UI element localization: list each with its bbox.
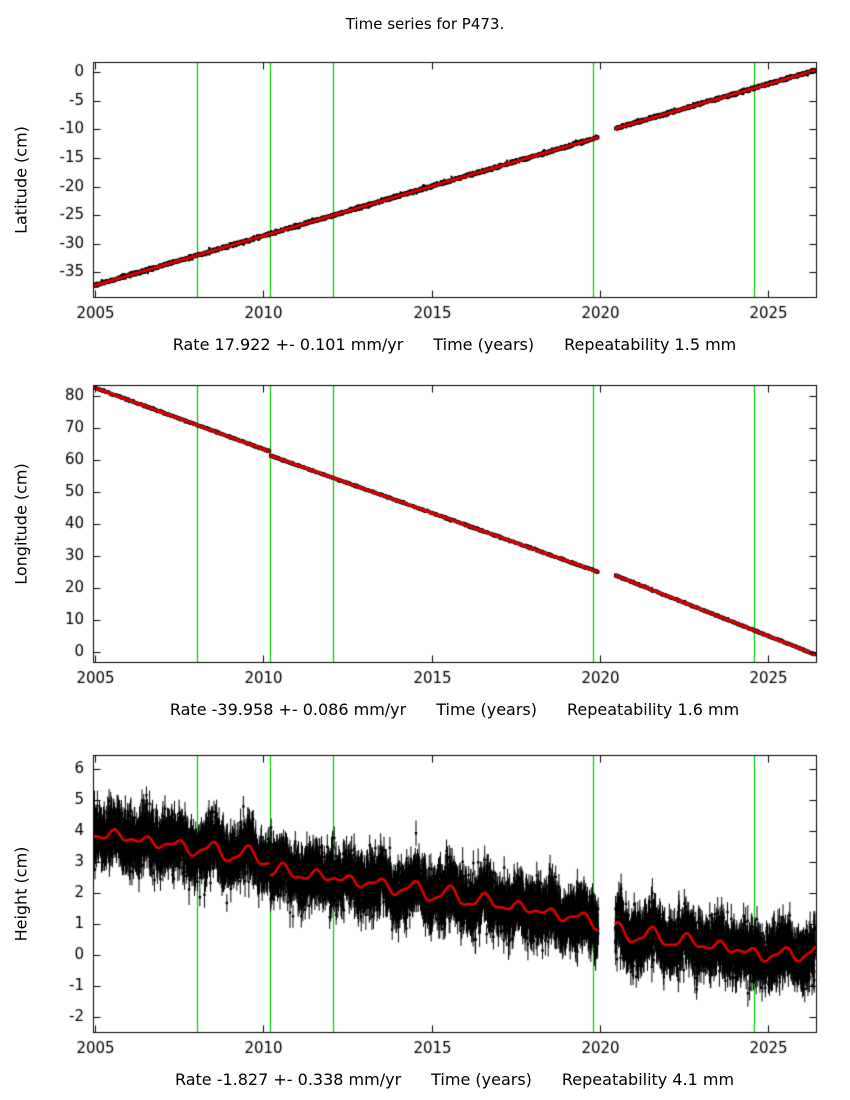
x-axis-label-height: Time (years) [431, 1070, 532, 1089]
y-axis-label-height: Height (cm) [11, 846, 31, 942]
repeatability-label-height: Repeatability 4.1 mm [561, 1070, 735, 1089]
x-axis-label-latitude: Time (years) [433, 335, 535, 354]
repeatability-label-longitude: Repeatability 1.6 mm [567, 700, 740, 719]
x-axis-label-longitude: Time (years) [436, 700, 537, 719]
caption-longitude: Rate -39.958 +- 0.086 mm/yr Time (years)… [93, 700, 816, 719]
rate-label-height: Rate -1.827 +- 0.338 mm/yr [174, 1070, 402, 1089]
rate-label-latitude: Rate 17.922 +- 0.101 mm/yr [172, 335, 404, 354]
repeatability-label-latitude: Repeatability 1.5 mm [564, 335, 737, 354]
caption-height: Rate -1.827 +- 0.338 mm/yr Time (years) … [93, 1070, 816, 1089]
caption-latitude: Rate 17.922 +- 0.101 mm/yr Time (years) … [93, 335, 816, 354]
rate-label-longitude: Rate -39.958 +- 0.086 mm/yr [169, 700, 407, 719]
y-axis-label-longitude: Longitude (cm) [11, 463, 31, 585]
figure-title: Time series for P473. [345, 15, 505, 33]
y-axis-label-latitude: Latitude (cm) [11, 126, 31, 234]
